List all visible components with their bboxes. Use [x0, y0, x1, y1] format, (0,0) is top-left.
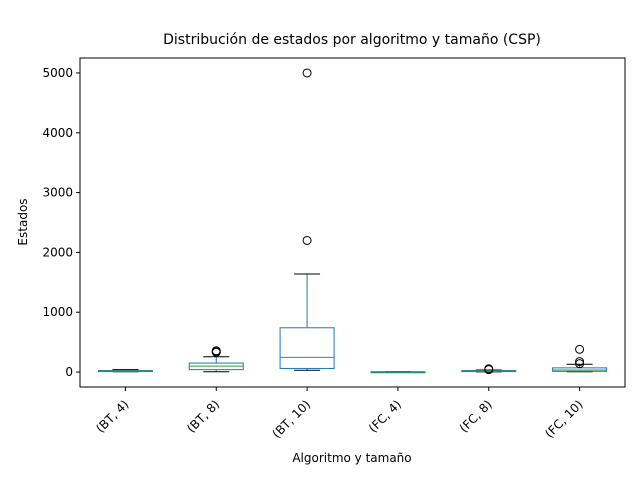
- y-axis-label: Estados: [16, 198, 30, 245]
- outlier-point: [484, 364, 494, 374]
- box-group: [279, 68, 335, 371]
- y-tick-label: 3000: [42, 186, 73, 200]
- outlier-point: [302, 68, 312, 78]
- y-tick-label: 5000: [42, 66, 73, 80]
- chart-title: Distribución de estados por algoritmo y …: [163, 32, 541, 48]
- y-tick-label: 0: [65, 365, 73, 379]
- x-axis-label: Algoritmo y tamaño: [292, 451, 411, 465]
- outlier-point: [302, 235, 312, 245]
- box-group: [97, 369, 153, 373]
- box-group: [370, 371, 426, 374]
- y-tick-label: 2000: [42, 245, 73, 259]
- outlier-point: [211, 346, 221, 356]
- box-group: [188, 346, 244, 373]
- outlier-point: [575, 344, 585, 354]
- plot-marks: [97, 68, 608, 375]
- box-group: [552, 344, 608, 373]
- y-tick-label: 1000: [42, 305, 73, 319]
- outlier-point: [575, 359, 585, 369]
- outlier-point: [575, 357, 585, 367]
- box-group: [461, 364, 517, 375]
- y-tick-label: 4000: [42, 126, 73, 140]
- iqr-box: [279, 327, 335, 369]
- plot-frame: [79, 57, 626, 388]
